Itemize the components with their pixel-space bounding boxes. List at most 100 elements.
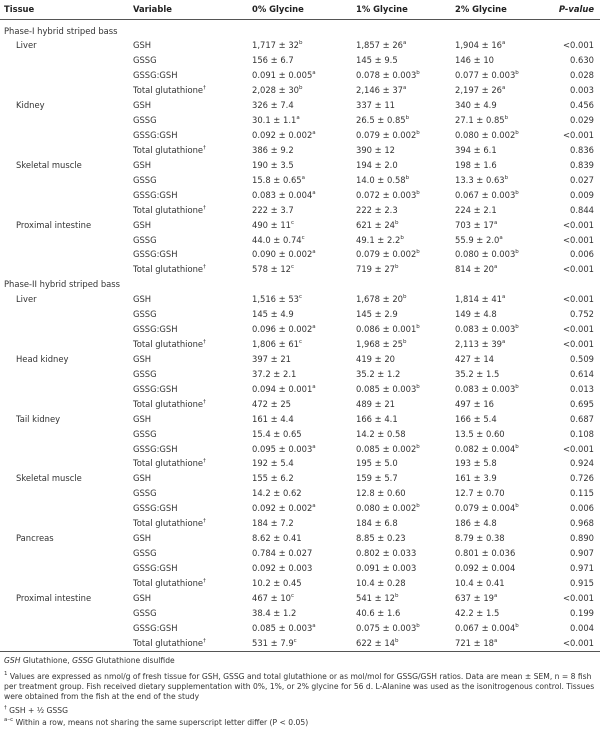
- superscript: †: [203, 398, 206, 405]
- value-cell-text: 0.085 ± 0.003: [252, 622, 313, 633]
- value-cell: 195 ± 5.0: [356, 458, 398, 469]
- p-value-text: 0.004: [570, 622, 594, 633]
- p-value-text: 0.006: [570, 249, 594, 260]
- superscript: c: [298, 339, 303, 346]
- variable-label-text: GSH: [133, 219, 152, 230]
- value-cell: 0.078 ± 0.003b: [356, 70, 420, 81]
- abbreviation: GSH: [4, 656, 21, 665]
- value-cell-text: 0.094 ± 0.001: [252, 383, 313, 394]
- value-cell: 721 ± 18a: [455, 638, 497, 649]
- p-value-text: 0.687: [570, 413, 594, 424]
- value-cell: 10.2 ± 0.45: [252, 578, 302, 589]
- value-cell: 0.083 ± 0.003b: [455, 324, 519, 335]
- value-cell-text: 193 ± 5.8: [455, 458, 497, 469]
- tissue-label: Kidney: [16, 100, 45, 111]
- value-cell: 14.2 ± 0.62: [252, 488, 302, 499]
- variable-label-text: GSSG:GSH: [133, 383, 178, 394]
- tissue-label-text: Kidney: [16, 100, 45, 111]
- variable-label: GSSG:GSH: [133, 249, 178, 260]
- p-value: 0.614: [570, 369, 594, 380]
- variable-label-text: GSSG:GSH: [133, 324, 178, 335]
- value-cell: 159 ± 5.7: [356, 473, 398, 484]
- value-cell: 0.072 ± 0.003b: [356, 190, 420, 201]
- value-cell-text: 30.1 ± 1.1: [252, 115, 297, 126]
- p-value-text: 0.971: [570, 562, 594, 573]
- column-header-text: 2% Glycine: [455, 3, 507, 14]
- value-cell: 8.79 ± 0.38: [455, 533, 505, 544]
- value-cell-text: 166 ± 5.4: [455, 413, 497, 424]
- variable-label: GSH: [133, 294, 151, 305]
- variable-label: GSSG: [133, 369, 157, 380]
- variable-label: Total glutathione†: [133, 264, 206, 275]
- value-cell-text: 0.067 ± 0.003: [455, 189, 516, 200]
- p-value: 0.009: [570, 190, 594, 201]
- column-header: Variable: [133, 4, 172, 15]
- value-cell-text: 222 ± 3.7: [252, 204, 294, 215]
- value-cell-text: 2,197 ± 26: [455, 85, 502, 96]
- superscript: a: [402, 85, 407, 92]
- superscript: b: [416, 383, 420, 390]
- value-cell-text: 0.083 ± 0.003: [455, 324, 516, 335]
- value-cell: 1,516 ± 53c: [252, 294, 302, 305]
- value-cell-text: 0.086 ± 0.001: [356, 324, 417, 335]
- value-cell: 42.2 ± 1.5: [455, 608, 499, 619]
- variable-label-text: GSH: [133, 159, 152, 170]
- p-value-text: 0.614: [570, 368, 594, 379]
- value-cell-text: 161 ± 4.4: [252, 413, 294, 424]
- superscript: b: [515, 622, 519, 629]
- p-value: <0.001: [563, 324, 594, 335]
- p-value-text: 0.029: [570, 115, 594, 126]
- variable-label-text: GSH: [133, 100, 152, 111]
- value-cell-text: 397 ± 21: [252, 353, 291, 364]
- value-cell: 0.075 ± 0.003b: [356, 623, 420, 634]
- value-cell: 12.8 ± 0.60: [356, 488, 406, 499]
- value-cell-text: 386 ± 9.2: [252, 144, 294, 155]
- value-cell: 8.85 ± 0.23: [356, 533, 406, 544]
- value-cell: 0.801 ± 0.036: [455, 548, 515, 559]
- value-cell-text: 621 ± 24: [356, 219, 395, 230]
- value-cell-text: 0.080 ± 0.002: [455, 130, 516, 140]
- value-cell-text: 2,146 ± 37: [356, 85, 403, 96]
- value-cell: 37.2 ± 2.1: [252, 369, 296, 380]
- p-value-text: 0.456: [570, 100, 594, 111]
- value-cell: 0.802 ± 0.033: [356, 548, 416, 559]
- value-cell-text: 427 ± 14: [455, 353, 494, 364]
- value-cell-text: 622 ± 14: [356, 637, 395, 648]
- header-rule: [0, 19, 600, 20]
- value-cell: 622 ± 14b: [356, 638, 398, 649]
- value-cell: 578 ± 12c: [252, 264, 294, 275]
- variable-label-text: Total glutathione: [133, 637, 204, 648]
- value-cell-text: 195 ± 5.0: [356, 458, 398, 469]
- superscript: b: [515, 189, 519, 196]
- value-cell: 0.092 ± 0.004: [455, 563, 515, 574]
- value-cell-text: 2,028 ± 30: [252, 85, 299, 96]
- superscript: b: [394, 219, 399, 226]
- value-cell-text: 186 ± 4.8: [455, 518, 497, 529]
- value-cell: 0.085 ± 0.002b: [356, 444, 420, 455]
- p-value: <0.001: [563, 294, 594, 305]
- value-cell: 0.085 ± 0.003b: [356, 384, 420, 395]
- superscript: †: [203, 264, 206, 271]
- column-header: Tissue: [4, 4, 34, 15]
- p-value-text: 0.009: [570, 189, 594, 200]
- value-cell-text: 1,516 ± 53: [252, 294, 299, 305]
- value-cell: 184 ± 7.2: [252, 518, 294, 529]
- variable-label: GSSG:GSH: [133, 324, 178, 335]
- variable-label-text: GSSG:GSH: [133, 562, 178, 573]
- variable-label-text: GSSG: [133, 548, 157, 559]
- footnote-mark: †: [4, 705, 7, 711]
- p-value: 0.752: [570, 309, 594, 320]
- value-cell: 621 ± 24b: [356, 220, 398, 231]
- variable-label-text: GSH: [133, 413, 152, 424]
- p-value-text: 0.028: [570, 70, 594, 81]
- value-cell: 10.4 ± 0.28: [356, 578, 406, 589]
- value-cell-text: 1,904 ± 16: [455, 40, 502, 51]
- superscript: b: [400, 234, 404, 241]
- variable-label-text: GSH: [133, 294, 152, 305]
- value-cell-text: 1,814 ± 41: [455, 294, 502, 305]
- p-value-text: 0.915: [570, 577, 594, 588]
- superscript: b: [504, 174, 509, 181]
- phase-label: Phase-I hybrid striped bass: [4, 26, 118, 37]
- value-cell-text: 578 ± 12: [252, 264, 291, 275]
- variable-label: GSH: [133, 100, 151, 111]
